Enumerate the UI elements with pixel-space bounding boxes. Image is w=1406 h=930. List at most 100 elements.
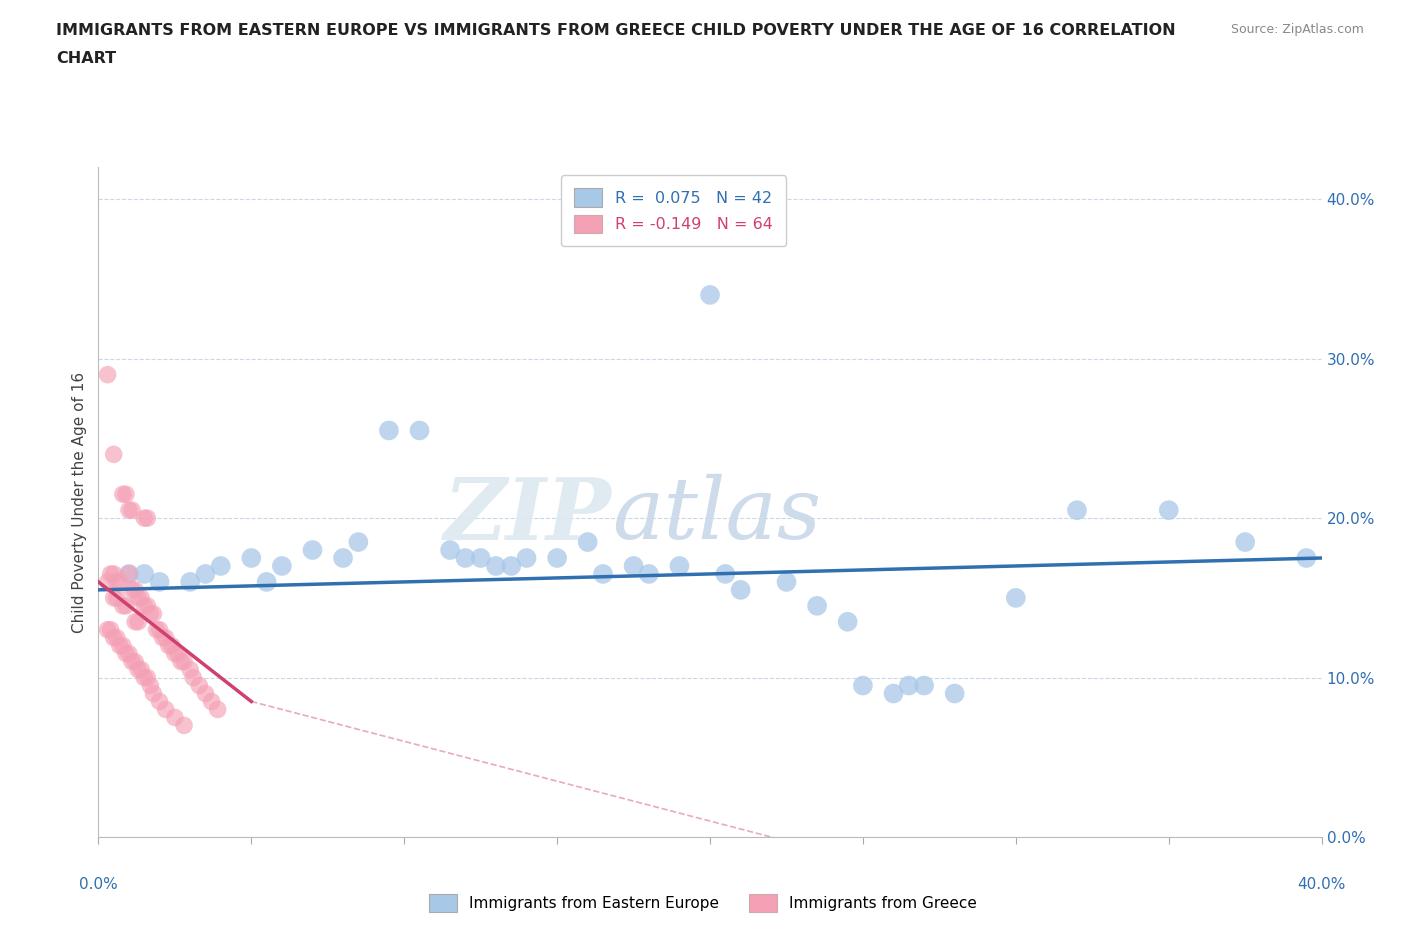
Point bbox=[105, 631, 128, 645]
Point bbox=[485, 559, 508, 574]
Point bbox=[637, 566, 661, 581]
Point bbox=[912, 678, 935, 693]
Point bbox=[103, 447, 125, 462]
Point bbox=[124, 615, 146, 630]
Point bbox=[576, 535, 599, 550]
Point bbox=[408, 423, 430, 438]
Point bbox=[170, 654, 193, 669]
Point bbox=[173, 654, 195, 669]
Text: 0.0%: 0.0% bbox=[79, 877, 118, 892]
Point bbox=[301, 542, 323, 557]
Point bbox=[378, 423, 401, 438]
Point bbox=[97, 575, 120, 590]
Point bbox=[730, 582, 752, 597]
Point bbox=[149, 575, 172, 590]
Point bbox=[188, 678, 211, 693]
Point bbox=[115, 646, 138, 661]
Point bbox=[97, 367, 120, 382]
Point bbox=[157, 638, 180, 653]
Point bbox=[179, 662, 201, 677]
Point bbox=[142, 606, 165, 621]
Point bbox=[1066, 503, 1088, 518]
Point bbox=[111, 598, 134, 613]
Point bbox=[97, 622, 120, 637]
Point bbox=[121, 503, 143, 518]
Text: ZIP: ZIP bbox=[444, 474, 612, 557]
Point bbox=[240, 551, 263, 565]
Point bbox=[347, 535, 370, 550]
Point bbox=[943, 686, 966, 701]
Point bbox=[108, 638, 131, 653]
Point bbox=[270, 559, 294, 574]
Point bbox=[115, 598, 138, 613]
Point bbox=[501, 559, 523, 574]
Text: Source: ZipAtlas.com: Source: ZipAtlas.com bbox=[1230, 23, 1364, 36]
Point bbox=[121, 654, 143, 669]
Point bbox=[124, 582, 146, 597]
Point bbox=[129, 662, 152, 677]
Legend: Immigrants from Eastern Europe, Immigrants from Greece: Immigrants from Eastern Europe, Immigran… bbox=[423, 888, 983, 918]
Point bbox=[1295, 551, 1317, 565]
Point bbox=[118, 566, 141, 581]
Point bbox=[332, 551, 354, 565]
Point bbox=[194, 686, 217, 701]
Point bbox=[209, 559, 232, 574]
Point bbox=[108, 575, 131, 590]
Point bbox=[167, 646, 190, 661]
Point bbox=[100, 566, 122, 581]
Point bbox=[139, 678, 162, 693]
Point bbox=[118, 646, 141, 661]
Point bbox=[111, 486, 134, 501]
Point bbox=[837, 615, 859, 630]
Point bbox=[155, 631, 177, 645]
Text: 40.0%: 40.0% bbox=[1298, 877, 1346, 892]
Point bbox=[256, 575, 278, 590]
Point bbox=[103, 631, 125, 645]
Point bbox=[163, 646, 186, 661]
Point bbox=[200, 694, 222, 709]
Point bbox=[145, 622, 167, 637]
Point bbox=[1234, 535, 1257, 550]
Point bbox=[439, 542, 461, 557]
Point bbox=[105, 591, 128, 605]
Text: CHART: CHART bbox=[56, 51, 117, 66]
Point bbox=[207, 702, 229, 717]
Point bbox=[134, 671, 156, 685]
Point bbox=[179, 575, 201, 590]
Point bbox=[118, 503, 141, 518]
Point bbox=[806, 598, 828, 613]
Point bbox=[714, 566, 737, 581]
Point bbox=[454, 551, 477, 565]
Point bbox=[111, 638, 134, 653]
Point bbox=[134, 598, 156, 613]
Y-axis label: Child Poverty Under the Age of 16: Child Poverty Under the Age of 16 bbox=[72, 372, 87, 632]
Point bbox=[149, 694, 172, 709]
Point bbox=[149, 622, 172, 637]
Point bbox=[127, 615, 149, 630]
Point bbox=[136, 511, 159, 525]
Point bbox=[124, 654, 146, 669]
Point bbox=[115, 486, 138, 501]
Point bbox=[1004, 591, 1026, 605]
Point bbox=[129, 591, 152, 605]
Point bbox=[546, 551, 568, 565]
Point bbox=[136, 671, 159, 685]
Point bbox=[152, 631, 174, 645]
Point bbox=[160, 638, 183, 653]
Point bbox=[775, 575, 797, 590]
Point bbox=[127, 662, 149, 677]
Legend: R =  0.075   N = 42, R = -0.149   N = 64: R = 0.075 N = 42, R = -0.149 N = 64 bbox=[561, 176, 786, 246]
Point bbox=[470, 551, 492, 565]
Point bbox=[127, 591, 149, 605]
Point bbox=[118, 566, 141, 581]
Point bbox=[883, 686, 905, 701]
Point bbox=[103, 566, 125, 581]
Point bbox=[194, 566, 217, 581]
Point bbox=[103, 591, 125, 605]
Point bbox=[181, 671, 204, 685]
Point bbox=[623, 559, 645, 574]
Point bbox=[173, 718, 195, 733]
Point bbox=[139, 606, 162, 621]
Point bbox=[163, 710, 186, 724]
Point bbox=[121, 582, 143, 597]
